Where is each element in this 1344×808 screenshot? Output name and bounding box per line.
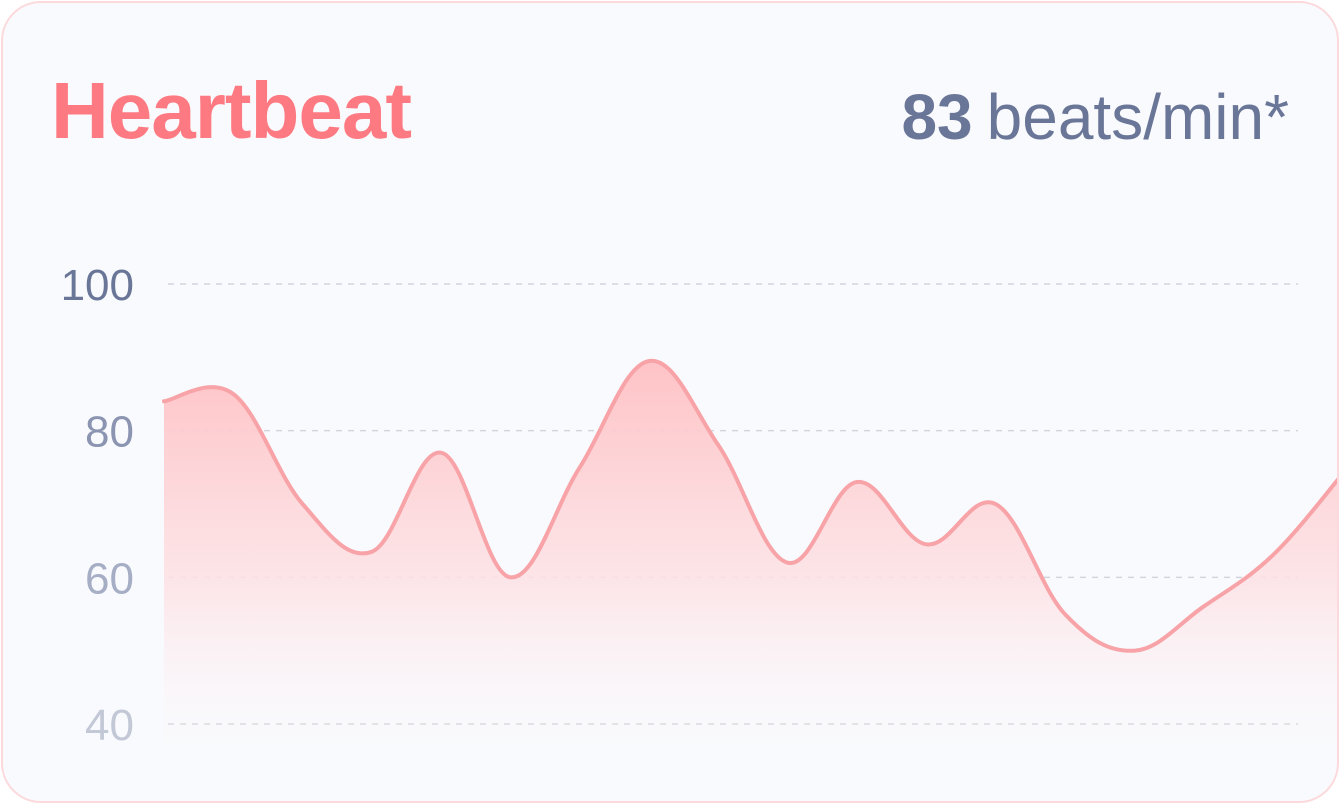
card-title: Heartbeat [51,66,412,155]
heartbeat-line [162,358,1337,653]
heartbeat-area [164,360,1337,770]
y-axis-ticks: 100 80 60 40 [61,261,134,750]
y-tick-label-100: 100 [61,261,134,310]
y-tick-label-80: 80 [85,408,134,457]
y-tick-label-40: 40 [85,701,134,750]
heart-rate-value: 83 [901,81,973,153]
y-tick-label-60: 60 [85,554,134,603]
heart-rate-reading: 83 beats/min* [901,85,1289,149]
heart-rate-unit: beats/min* [986,81,1289,153]
